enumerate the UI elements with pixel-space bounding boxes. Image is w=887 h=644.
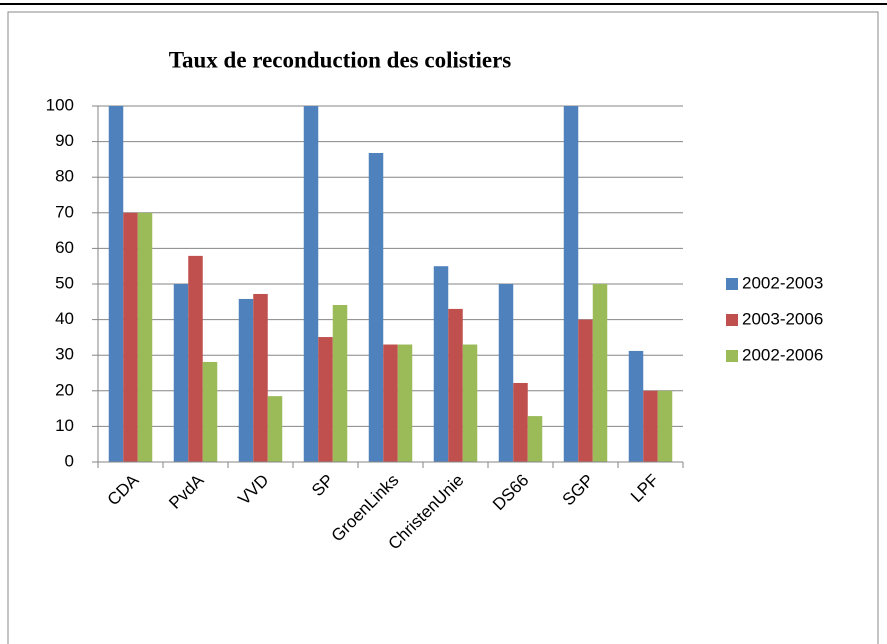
bar (383, 344, 398, 462)
y-tick-label: 60 (55, 238, 74, 257)
bar (643, 390, 658, 462)
bar (578, 319, 593, 462)
legend-swatch (726, 350, 738, 362)
legend-label: 2003-2006 (742, 309, 823, 328)
bar (332, 305, 348, 462)
legend-label: 2002-2006 (742, 345, 823, 364)
bar (303, 106, 319, 462)
y-tick-label: 50 (55, 273, 74, 292)
y-tick-label: 70 (55, 202, 74, 221)
bar (253, 293, 268, 462)
bar (433, 266, 449, 462)
y-tick-label: 80 (55, 167, 74, 186)
bar (267, 396, 283, 462)
y-tick-label: 40 (55, 309, 74, 328)
y-tick-label: 90 (55, 131, 74, 150)
bar (513, 382, 528, 462)
bar (657, 390, 673, 462)
bar (188, 255, 203, 462)
bar (563, 106, 579, 462)
y-tick-label: 0 (65, 451, 74, 470)
y-tick-label: 10 (55, 416, 74, 435)
bar (123, 212, 138, 462)
bar (462, 344, 478, 462)
bar (137, 212, 153, 462)
bar (318, 337, 333, 462)
y-tick-label: 30 (55, 345, 74, 364)
bar (527, 416, 543, 462)
bar (368, 152, 384, 462)
bar (108, 106, 124, 462)
bar (498, 284, 514, 462)
bar (202, 361, 218, 462)
bar (628, 350, 644, 462)
legend-label: 2002-2003 (742, 273, 823, 292)
y-tick-label: 20 (55, 380, 74, 399)
bar (448, 308, 463, 462)
bar (238, 298, 254, 462)
legend-swatch (726, 314, 738, 326)
bar (397, 344, 413, 462)
legend-swatch (726, 278, 738, 290)
bar (592, 284, 608, 462)
bar (173, 284, 189, 462)
chart-title: Taux de reconduction des colistiers (169, 47, 512, 72)
y-tick-label: 100 (46, 95, 74, 114)
